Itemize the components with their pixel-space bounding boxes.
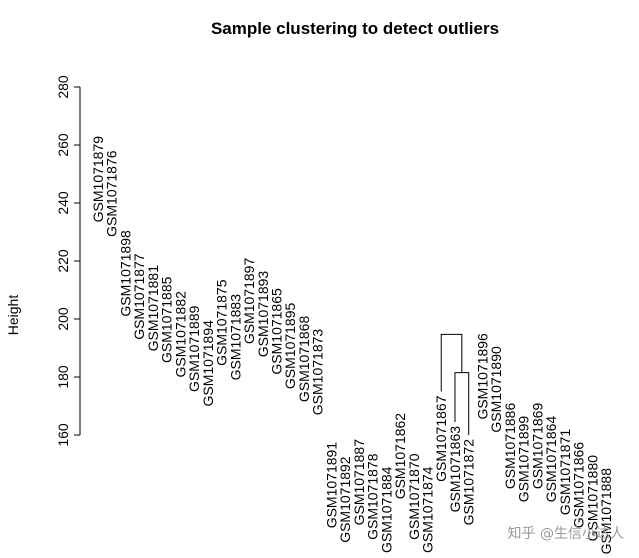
y-tick-label: 240	[55, 191, 71, 215]
leaf-label: GSM1071862	[392, 413, 408, 500]
leaf-label: GSM1071872	[461, 439, 477, 526]
y-tick-label: 180	[55, 365, 71, 389]
leaf-label: GSM1071874	[420, 466, 436, 553]
dendrogram-branch	[440, 333, 463, 392]
leaf-label: GSM1071871	[557, 429, 573, 516]
y-tick-label: 200	[55, 307, 71, 331]
leaf-label: GSM1071870	[406, 453, 422, 540]
y-tick-label: 220	[55, 249, 71, 273]
leaf-label: GSM1071889	[186, 305, 202, 392]
dendrogram-branches	[440, 333, 470, 435]
leaf-label: GSM1071877	[131, 253, 147, 340]
leaf-label: GSM1071896	[474, 333, 490, 420]
leaf-label: GSM1071898	[117, 230, 133, 317]
leaf-label: GSM1071863	[447, 426, 463, 513]
leaf-label: GSM1071875	[214, 279, 230, 366]
leaf-label: GSM1071876	[104, 150, 120, 237]
leaf-label: GSM1071864	[543, 416, 559, 503]
leaf-label: GSM1071885	[159, 276, 175, 363]
leaf-label: GSM1071866	[571, 442, 587, 529]
leaf-label: GSM1071894	[200, 320, 216, 407]
dendrogram-branch	[454, 372, 470, 435]
leaf-label: GSM1071868	[296, 316, 312, 403]
leaf-label: GSM1071897	[241, 258, 257, 345]
leaf-label: GSM1071867	[433, 395, 449, 482]
leaf-labels: GSM1071879GSM1071876GSM1071898GSM1071877…	[90, 136, 614, 555]
leaf-label: GSM1071881	[145, 265, 161, 352]
leaf-label: GSM1071880	[584, 455, 600, 542]
leaf-label: GSM1071899	[516, 416, 532, 503]
leaf-label: GSM1071865	[268, 288, 284, 375]
leaf-label: GSM1071893	[255, 271, 271, 358]
chart-title: Sample clustering to detect outliers	[211, 19, 499, 38]
leaf-label: GSM1071883	[227, 294, 243, 381]
leaf-label: GSM1071895	[282, 302, 298, 389]
y-tick-label: 160	[55, 423, 71, 447]
leaf-label: GSM1071878	[365, 453, 381, 540]
leaf-label: GSM1071890	[488, 346, 504, 433]
leaf-label: GSM1071879	[90, 136, 106, 223]
leaf-label: GSM1071892	[337, 456, 353, 543]
leaf-label: GSM1071887	[351, 439, 367, 526]
y-tick-label: 280	[55, 75, 71, 99]
leaf-label: GSM1071886	[502, 403, 518, 490]
leaf-label: GSM1071882	[172, 291, 188, 378]
y-tick-label: 260	[55, 133, 71, 157]
y-axis-label: Height	[5, 295, 21, 336]
leaf-label: GSM1071888	[598, 468, 614, 555]
y-axis: 160 180 200 220 240 260 280	[55, 75, 81, 447]
leaf-label: GSM1071869	[529, 403, 545, 490]
leaf-label: GSM1071891	[323, 442, 339, 529]
leaf-label: GSM1071873	[310, 329, 326, 416]
watermark: 知乎 @生信小达人	[508, 525, 624, 542]
leaf-label: GSM1071884	[378, 466, 394, 553]
